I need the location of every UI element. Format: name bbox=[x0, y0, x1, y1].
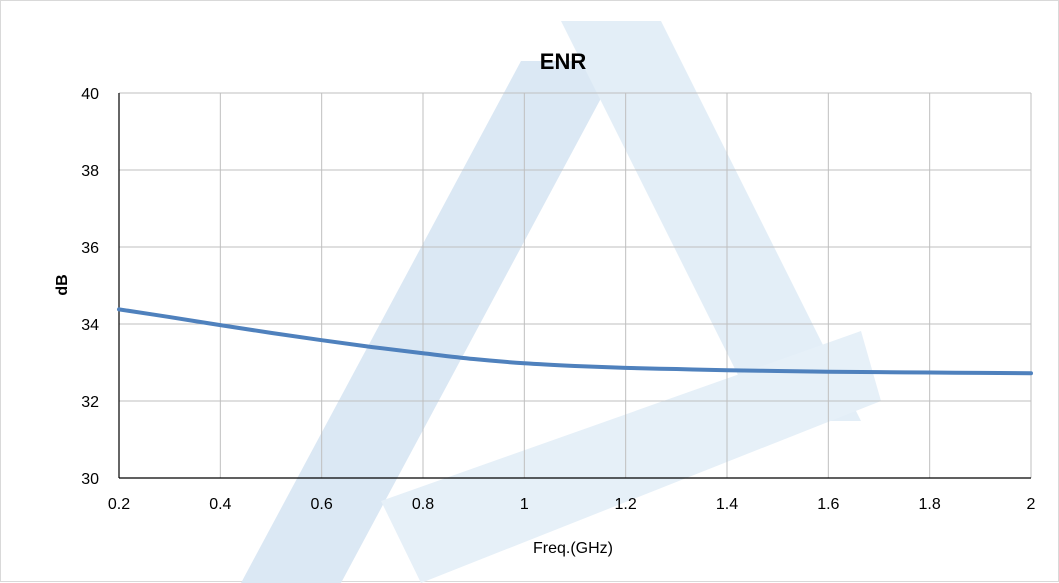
y-tick-label: 36 bbox=[81, 240, 99, 257]
y-tick-label: 34 bbox=[81, 317, 99, 334]
watermark-shape-left bbox=[241, 61, 621, 583]
x-tick-label: 1 bbox=[520, 496, 529, 513]
axes bbox=[118, 93, 1031, 479]
x-tick-label: 1.6 bbox=[817, 496, 839, 513]
y-tick-label: 40 bbox=[81, 86, 99, 103]
grid bbox=[118, 92, 1032, 478]
x-tick-label: 2 bbox=[1027, 496, 1036, 513]
x-tick-label: 0.4 bbox=[209, 496, 231, 513]
x-axis-label: Freq.(GHz) bbox=[533, 540, 613, 557]
watermark-shape-right bbox=[561, 21, 861, 421]
y-tick-label: 32 bbox=[81, 394, 99, 411]
x-tick-labels: 0.2 0.4 0.6 0.8 1 1.2 1.4 1.6 1.8 2 bbox=[108, 496, 1036, 513]
x-tick-label: 0.2 bbox=[108, 496, 130, 513]
watermark-shape-bottom bbox=[381, 331, 881, 583]
x-tick-label: 0.6 bbox=[311, 496, 333, 513]
x-tick-label: 1.2 bbox=[615, 496, 637, 513]
x-tick-label: 0.8 bbox=[412, 496, 434, 513]
y-tick-label: 38 bbox=[81, 163, 99, 180]
x-tick-label: 1.4 bbox=[716, 496, 738, 513]
y-tick-label: 30 bbox=[81, 471, 99, 488]
watermark-logo bbox=[241, 21, 881, 583]
y-axis-label: dB bbox=[54, 274, 71, 295]
series-line-enr bbox=[117, 307, 1033, 376]
series-layer bbox=[117, 307, 1033, 376]
x-tick-label: 1.8 bbox=[919, 496, 941, 513]
chart-title: ENR bbox=[540, 49, 587, 74]
y-tick-labels: 30 32 34 36 38 40 bbox=[81, 86, 99, 488]
